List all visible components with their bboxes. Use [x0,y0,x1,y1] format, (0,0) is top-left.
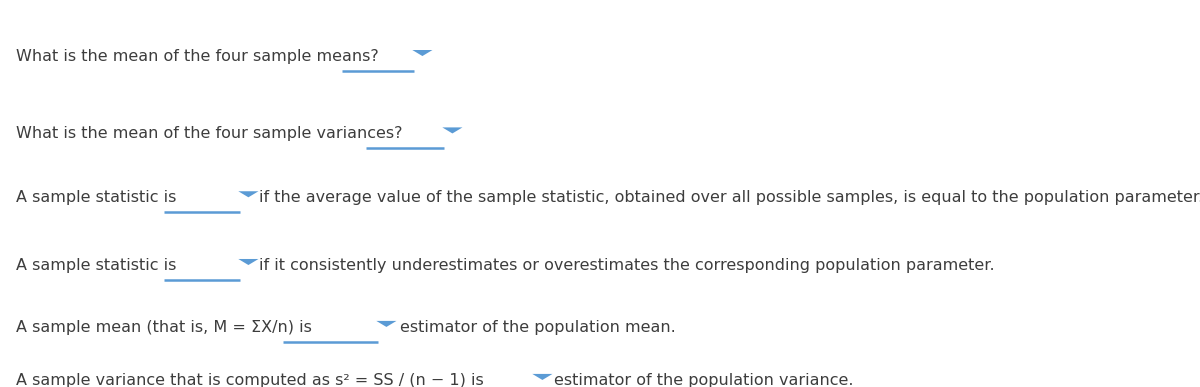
Polygon shape [377,321,396,327]
Polygon shape [533,374,552,380]
Polygon shape [239,259,258,265]
Polygon shape [413,50,432,56]
Text: A sample statistic is: A sample statistic is [16,190,176,205]
Text: estimator of the population variance.: estimator of the population variance. [554,373,854,387]
Polygon shape [239,191,258,197]
Polygon shape [443,127,462,134]
Text: if it consistently underestimates or overestimates the corresponding population : if it consistently underestimates or ove… [259,258,995,272]
Text: What is the mean of the four sample means?: What is the mean of the four sample mean… [16,49,378,63]
Text: if the average value of the sample statistic, obtained over all possible samples: if the average value of the sample stati… [259,190,1200,205]
Text: A sample variance that is computed as s² = SS / (n − 1) is: A sample variance that is computed as s²… [16,373,484,387]
Text: A sample mean (that is, M = ΣX/n) is: A sample mean (that is, M = ΣX/n) is [16,320,312,334]
Text: What is the mean of the four sample variances?: What is the mean of the four sample vari… [16,126,402,141]
Text: estimator of the population mean.: estimator of the population mean. [400,320,676,334]
Text: A sample statistic is: A sample statistic is [16,258,176,272]
